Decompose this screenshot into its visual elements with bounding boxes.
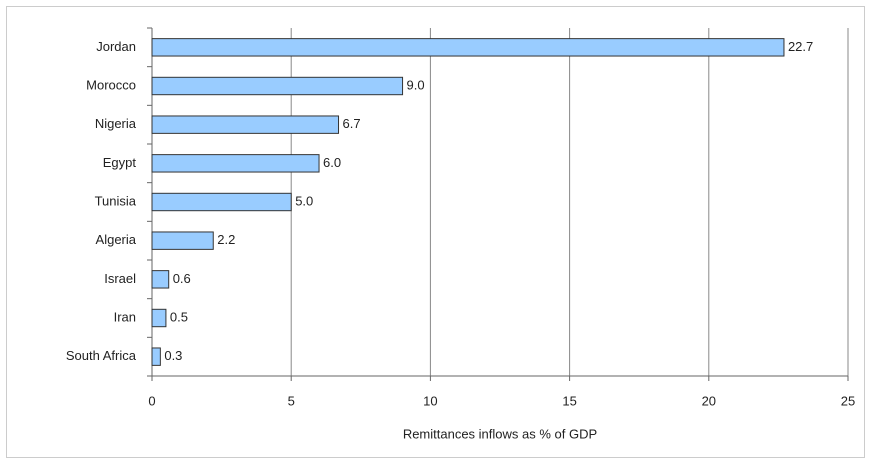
value-label: 0.5 xyxy=(170,309,188,324)
bar xyxy=(151,192,292,212)
value-label: 6.0 xyxy=(323,155,341,170)
chart-border xyxy=(6,6,865,458)
y-tick-label: Israel xyxy=(104,271,136,286)
y-tick-label: Tunisia xyxy=(95,193,137,208)
x-tick-label: 25 xyxy=(841,393,855,408)
value-label: 2.2 xyxy=(217,232,235,247)
bar xyxy=(151,38,785,57)
value-label: 9.0 xyxy=(407,77,425,92)
bar xyxy=(151,347,161,366)
y-tick-label: Morocco xyxy=(86,77,136,92)
bar xyxy=(151,154,320,173)
x-tick-label: 20 xyxy=(702,393,716,408)
value-label: 6.7 xyxy=(343,116,361,131)
y-tick-label: Iran xyxy=(114,309,136,324)
x-tick-label: 5 xyxy=(288,393,295,408)
y-tick-label: South Africa xyxy=(66,348,137,363)
y-tick-label: Egypt xyxy=(103,155,137,170)
value-label: 0.6 xyxy=(173,271,191,286)
y-tick-label: Jordan xyxy=(96,39,136,54)
y-tick-label: Algeria xyxy=(96,232,137,247)
y-tick-label: Nigeria xyxy=(95,116,137,131)
bar xyxy=(151,270,170,289)
bar xyxy=(151,115,340,134)
value-label: 0.3 xyxy=(164,348,182,363)
x-axis-label: Remittances inflows as % of GDP xyxy=(403,426,597,441)
x-tick-label: 10 xyxy=(423,393,437,408)
bar xyxy=(151,308,167,328)
bar xyxy=(151,231,214,250)
x-tick-label: 0 xyxy=(148,393,155,408)
value-label: 5.0 xyxy=(295,193,313,208)
value-label: 22.7 xyxy=(788,39,813,54)
x-tick-label: 15 xyxy=(562,393,576,408)
bar xyxy=(151,76,404,96)
